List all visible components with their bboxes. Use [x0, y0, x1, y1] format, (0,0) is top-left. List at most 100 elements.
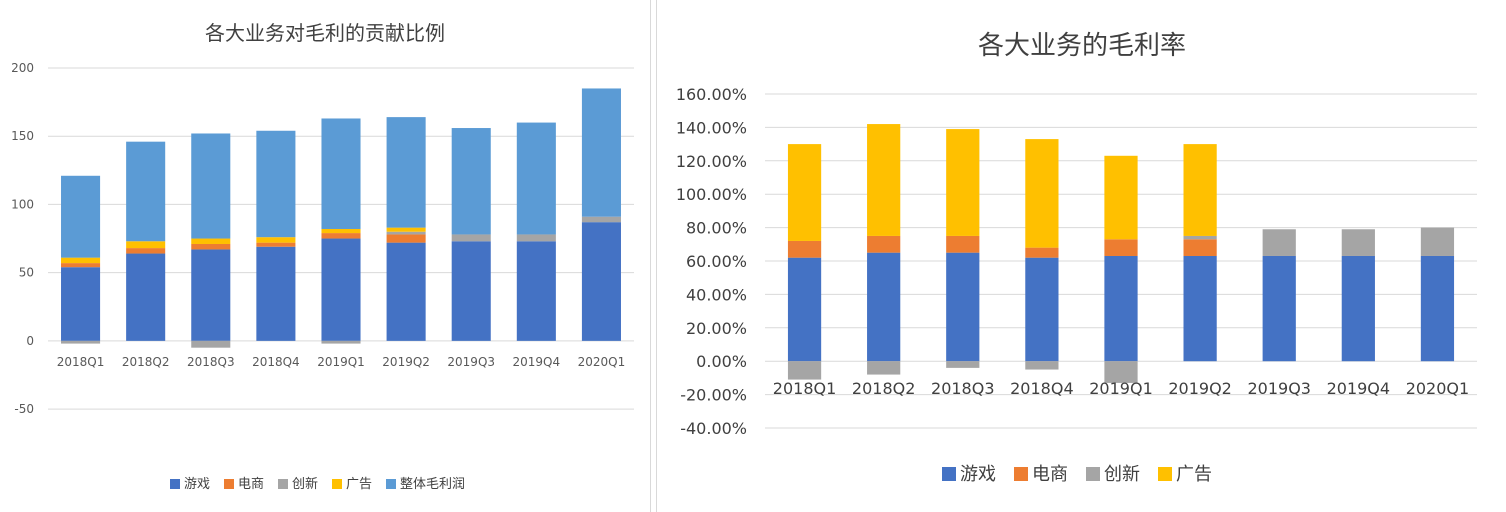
right-y-tick-label: 40.00%: [686, 285, 747, 304]
left-chart-title: 各大业务对毛利的贡献比例: [205, 21, 445, 45]
right-chart-panel: 各大业务的毛利率 160.00% 140.00% 120.00% 100.00% 80.0…: [656, 0, 1506, 512]
right-y-tick-label: -20.00%: [680, 386, 747, 405]
left-legend-label: 广告: [346, 477, 372, 492]
right-x-tick-label: 2018Q2: [852, 379, 916, 398]
left-bar-整体毛利润: [126, 141, 166, 242]
right-bar-广告: [1025, 139, 1059, 248]
right-legend-swatch: [942, 467, 956, 481]
left-bar-广告: [191, 238, 231, 244]
left-bar-广告: [386, 227, 426, 232]
left-bar-创新: [451, 234, 491, 242]
left-bar-游戏: [191, 249, 231, 341]
right-bar-游戏: [1262, 255, 1296, 362]
right-legend-label: 广告: [1176, 464, 1212, 485]
right-bar-创新: [787, 361, 822, 380]
left-legend-swatch: [386, 479, 396, 489]
left-y-tick-label: 150: [11, 129, 34, 143]
left-bar-整体毛利润: [386, 117, 426, 228]
right-x-tick-label: 2018Q1: [773, 379, 837, 398]
right-bar-创新: [1420, 227, 1455, 256]
right-x-tick-label: 2018Q3: [931, 379, 995, 398]
left-bar-整体毛利润: [516, 122, 556, 235]
right-legend-label: 电商: [1032, 464, 1068, 485]
right-bar-游戏: [1025, 257, 1059, 362]
right-bar-创新: [867, 361, 901, 375]
left-bar-创新: [581, 216, 621, 223]
right-bar-创新: [1104, 361, 1138, 383]
left-bar-整体毛利润: [191, 133, 231, 239]
right-bar-广告: [1183, 144, 1217, 236]
left-bar-游戏: [451, 241, 491, 341]
right-bar-游戏: [867, 252, 901, 362]
left-y-tick-label: 100: [11, 197, 34, 211]
right-bar-广告: [946, 129, 980, 236]
right-y-tick-label: 60.00%: [686, 252, 747, 271]
right-x-tick-label: 2018Q4: [1010, 379, 1074, 398]
left-x-tick-label: 2019Q1: [317, 355, 365, 369]
right-bar-电商: [946, 235, 980, 253]
right-bar-电商: [1025, 247, 1059, 258]
left-legend-swatch: [224, 479, 234, 489]
left-bar-整体毛利润: [256, 130, 296, 238]
left-bar-整体毛利润: [581, 88, 621, 217]
right-y-tick-label: 100.00%: [676, 185, 747, 204]
right-x-tick-label: 2019Q4: [1327, 379, 1391, 398]
left-bar-整体毛利润: [61, 175, 101, 258]
right-bar-广告: [787, 144, 822, 241]
right-chart-title: 各大业务的毛利率: [978, 31, 1186, 61]
right-legend-swatch: [1086, 467, 1100, 481]
left-bar-整体毛利润: [451, 128, 491, 235]
left-bar-广告: [126, 241, 166, 249]
left-y-tick-label: -50: [14, 402, 34, 416]
left-bar-游戏: [61, 267, 101, 341]
left-bar-游戏: [386, 242, 426, 341]
left-bar-广告: [321, 228, 361, 234]
right-bar-电商: [1104, 239, 1138, 256]
right-bar-游戏: [946, 252, 980, 362]
left-legend-label: 整体毛利润: [400, 477, 465, 492]
left-x-tick-label: 2019Q4: [513, 355, 561, 369]
left-bar-创新: [386, 231, 426, 235]
left-chart-panel: 各大业务对毛利的贡献比例 200 150 100 50 0 -50 2018Q1 2018Q2 2…: [0, 0, 651, 512]
right-bar-游戏: [1420, 255, 1455, 362]
right-y-tick-label: 20.00%: [686, 319, 747, 338]
right-bar-电商: [867, 235, 901, 253]
left-bar-创新: [61, 340, 101, 344]
right-x-tick-label: 2019Q2: [1168, 379, 1232, 398]
left-bar-广告: [61, 257, 101, 264]
left-bar-游戏: [516, 241, 556, 341]
right-bar-游戏: [1183, 255, 1217, 362]
right-y-tick-label: -40.00%: [680, 419, 747, 438]
left-x-tick-label: 2018Q4: [252, 355, 300, 369]
left-legend-label: 游戏: [184, 477, 210, 492]
left-legend-label: 电商: [238, 477, 264, 492]
left-bar-电商: [191, 243, 231, 250]
right-y-tick-label: 140.00%: [676, 118, 747, 137]
right-x-tick-label: 2019Q3: [1247, 379, 1311, 398]
left-y-tick-label: 50: [19, 266, 34, 280]
left-bar-电商: [321, 233, 361, 239]
left-x-tick-label: 2018Q3: [187, 355, 235, 369]
left-x-tick-label: 2019Q3: [447, 355, 495, 369]
left-bar-创新: [321, 340, 361, 344]
left-bar-电商: [126, 248, 166, 254]
right-bar-广告: [1104, 155, 1138, 240]
right-y-tick-label: 80.00%: [686, 219, 747, 238]
right-y-tick-label: 120.00%: [676, 152, 747, 171]
left-bar-电商: [61, 263, 101, 268]
margin-rate-chart: 各大业务的毛利率 160.00% 140.00% 120.00% 100.00% 80.0…: [676, 31, 1477, 485]
left-bar-广告: [256, 237, 296, 243]
right-bar-创新: [946, 361, 980, 368]
left-y-tick-label: 200: [11, 61, 34, 75]
contribution-chart: 各大业务对毛利的贡献比例 200 150 100 50 0 -50 2018Q1 2018Q2 2…: [11, 21, 634, 492]
right-x-tick-label: 2019Q1: [1089, 379, 1153, 398]
right-bar-创新: [1025, 361, 1059, 370]
left-bar-创新: [516, 234, 556, 242]
left-bar-游戏: [581, 222, 621, 341]
right-legend-label: 创新: [1104, 464, 1140, 485]
left-legend-swatch: [170, 479, 180, 489]
left-x-tick-label: 2019Q2: [382, 355, 430, 369]
right-y-tick-label: 160.00%: [676, 85, 747, 104]
right-bar-创新: [1341, 229, 1375, 256]
right-bar-电商: [1183, 239, 1217, 256]
